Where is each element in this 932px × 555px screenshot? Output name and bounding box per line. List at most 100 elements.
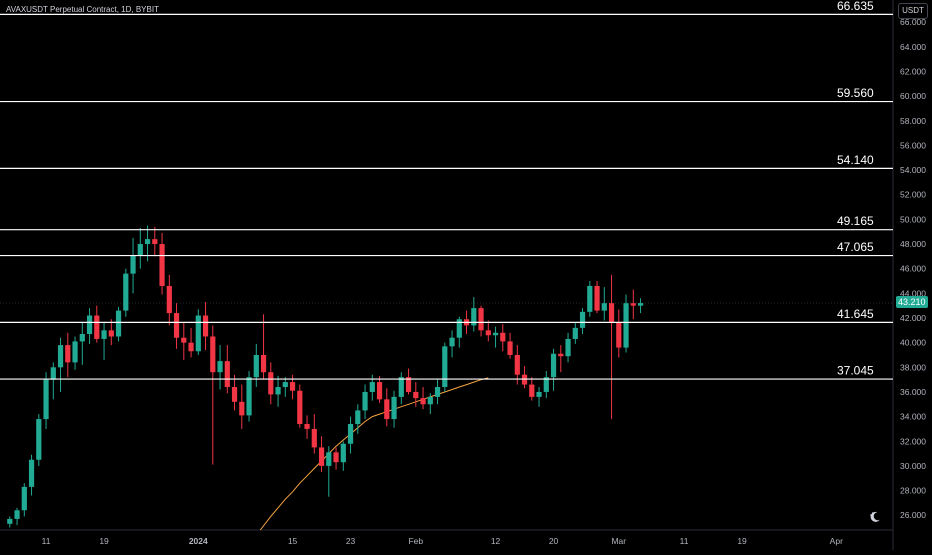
candle — [413, 382, 419, 407]
price-tick-label: 50.000 — [900, 214, 926, 224]
candle-body — [420, 398, 426, 405]
candle-body — [608, 303, 615, 323]
candle — [57, 337, 64, 392]
candle — [384, 388, 390, 427]
price-tick-label: 62.000 — [900, 66, 926, 76]
moving-average-line — [259, 377, 489, 531]
moon-icon[interactable] — [868, 510, 882, 524]
candle-body — [405, 377, 412, 392]
time-tick-label: Mar — [611, 536, 626, 546]
candle — [500, 324, 506, 352]
grid-layer — [0, 0, 894, 550]
candle-body — [57, 345, 64, 368]
candle — [565, 332, 571, 363]
price-axis[interactable]: 26.000 28.000 30.000 32.000 34.000 36.000 38.0… — [900, 17, 926, 520]
candle — [550, 348, 557, 391]
candle — [231, 374, 238, 411]
candle — [275, 375, 281, 407]
candle — [166, 274, 172, 326]
time-tick-label: Feb — [408, 536, 423, 546]
candle — [36, 414, 42, 466]
candle — [637, 298, 644, 314]
candle-body — [50, 367, 56, 380]
candle — [217, 345, 223, 390]
candle-body — [304, 424, 310, 429]
candle-body — [86, 315, 93, 335]
candle — [65, 332, 71, 378]
candle-body — [550, 353, 557, 378]
candle — [72, 336, 78, 370]
price-tick-label: 32.000 — [900, 436, 926, 446]
candle-body — [427, 396, 433, 405]
candle-body — [572, 327, 578, 339]
candle — [304, 415, 310, 439]
candle — [79, 322, 85, 365]
candle — [289, 374, 296, 400]
currency-button[interactable]: USDT — [898, 3, 928, 19]
candle — [137, 228, 143, 269]
candle-body — [115, 310, 122, 337]
candle-body — [623, 303, 629, 348]
candle — [442, 342, 448, 392]
price-tick-label: 26.000 — [900, 510, 926, 520]
candle-body — [543, 377, 549, 392]
symbol-title: AVAXUSDT Perpetual Contract, 1D, BYBIT — [6, 5, 159, 14]
candle-body — [21, 486, 27, 511]
candle-body — [340, 443, 346, 463]
price-tick-label: 64.000 — [900, 42, 926, 52]
price-tick-label: 58.000 — [900, 116, 926, 126]
candle-body — [217, 361, 223, 373]
candle-body — [159, 244, 165, 286]
candle-body — [260, 354, 267, 373]
candle — [420, 387, 426, 410]
price-level-label: 37.045 — [837, 364, 874, 378]
moving-average-layer — [259, 377, 489, 531]
candle — [492, 326, 499, 348]
price-tick-label: 42.000 — [900, 313, 926, 323]
candle-body — [318, 447, 325, 466]
price-tick-label: 60.000 — [900, 91, 926, 101]
candle-body — [376, 382, 383, 400]
price-tick-label: 28.000 — [900, 486, 926, 496]
candle-body — [152, 239, 158, 245]
candle-body — [471, 308, 477, 326]
candle-body — [369, 382, 375, 392]
candle-body — [210, 336, 216, 373]
last-price-tag: 43.210 — [896, 296, 928, 309]
candle — [594, 281, 600, 314]
candle-body — [275, 387, 281, 395]
price-level-label: 41.645 — [837, 307, 874, 321]
price-tick-label: 34.000 — [900, 412, 926, 422]
price-level-label: 66.635 — [837, 0, 874, 13]
candle — [485, 320, 491, 342]
candle — [173, 303, 180, 349]
candle — [434, 379, 441, 405]
price-tick-label: 46.000 — [900, 264, 926, 274]
candle-body — [536, 391, 542, 397]
price-tick-label: 52.000 — [900, 190, 926, 200]
candle — [456, 316, 462, 348]
time-tick-label: 15 — [288, 536, 298, 546]
time-tick-label: 11 — [680, 536, 689, 546]
candle — [558, 345, 564, 373]
candle-body — [173, 313, 180, 338]
candle — [471, 297, 477, 332]
candle-body — [362, 391, 368, 411]
candle-body — [616, 322, 622, 348]
candle — [543, 371, 549, 399]
candle — [239, 384, 245, 429]
price-tick-label: 44.000 — [900, 288, 926, 298]
candle-body — [166, 285, 172, 314]
candle-body — [72, 341, 78, 363]
candle-body — [101, 330, 107, 339]
candle-body — [137, 244, 143, 256]
candle-body — [108, 330, 114, 337]
candle-body — [594, 285, 600, 311]
candle-body — [630, 303, 636, 306]
candle — [115, 306, 122, 342]
time-axis[interactable]: 11 19 2024 15 23 Feb 12 20 Mar 11 19 Apr — [42, 536, 843, 546]
candle-body — [456, 319, 462, 338]
price-tick-label: 40.000 — [900, 338, 926, 348]
candle — [7, 516, 13, 528]
